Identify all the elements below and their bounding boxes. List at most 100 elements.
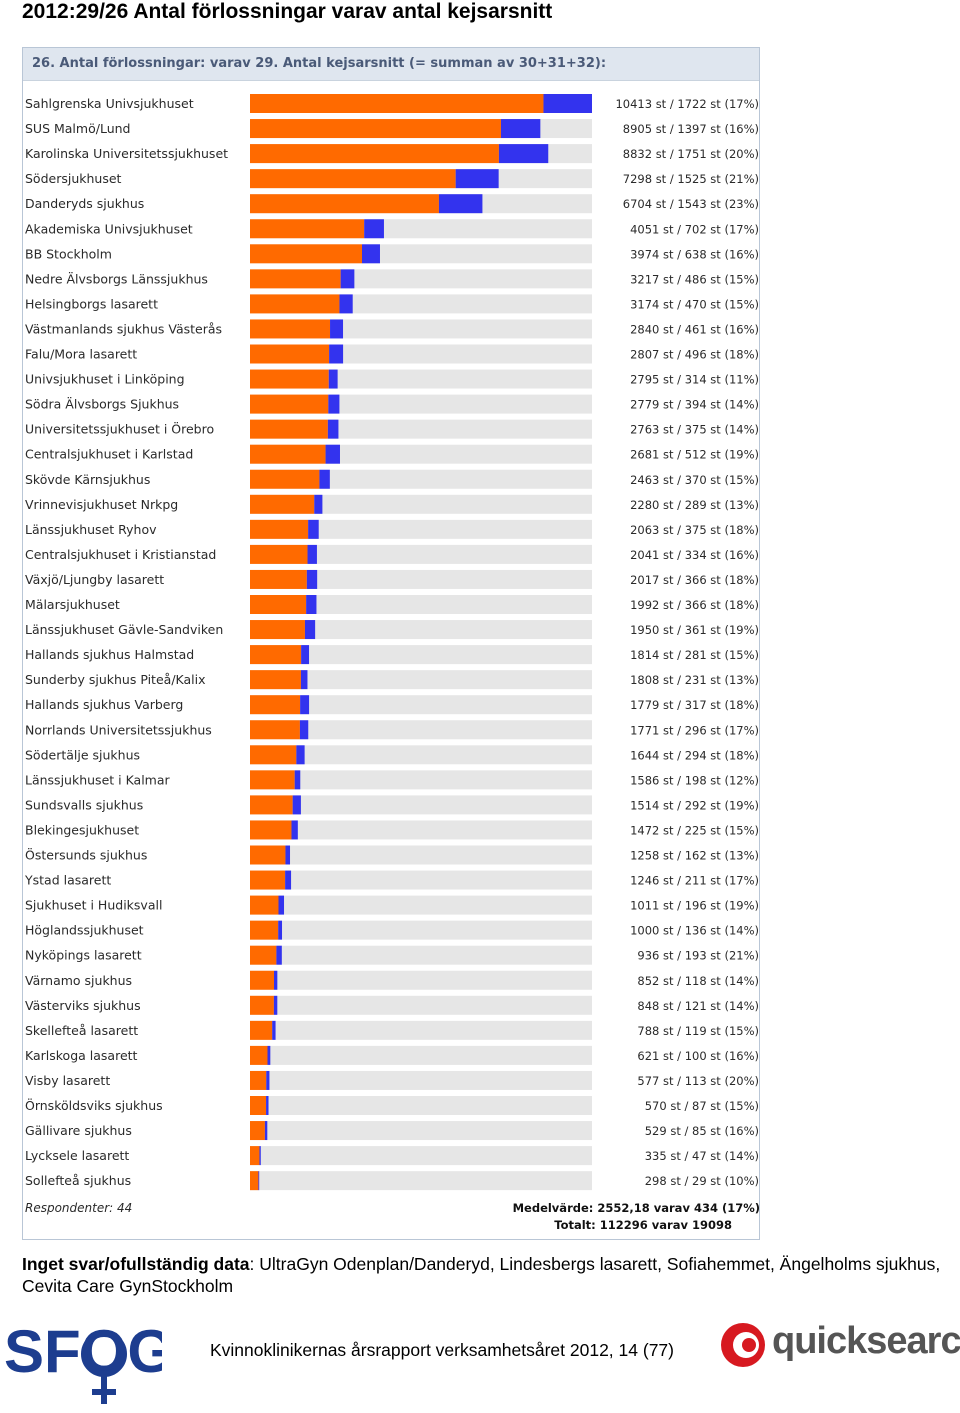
bar-cesareans <box>276 945 282 965</box>
bar-cesareans <box>266 1070 270 1090</box>
panel-header: 26. Antal förlossningar: varav 29. Antal… <box>23 48 759 81</box>
bar-births <box>250 294 340 314</box>
bar-births <box>250 419 328 439</box>
bar-births <box>250 1045 268 1065</box>
bar-births <box>250 945 277 965</box>
bar-births <box>250 645 302 665</box>
bar-births <box>250 444 326 464</box>
value-label: 1950 st / 361 st (19%) <box>630 623 759 637</box>
value-label: 848 st / 121 st (14%) <box>637 999 759 1013</box>
bar-track <box>250 494 592 514</box>
value-label: 1011 st / 196 st (19%) <box>630 899 759 913</box>
bar-births <box>250 469 320 489</box>
value-label: 3974 st / 638 st (16%) <box>630 247 759 261</box>
respondents-label: Respondenter: 44 <box>25 1201 132 1215</box>
bar-births <box>250 269 341 289</box>
hospital-label: Lycksele lasarett <box>25 1148 129 1163</box>
bar-cesareans <box>364 219 384 239</box>
missing-data-label: Inget svar/ofullständig data <box>22 1254 250 1274</box>
hospital-label: Länssjukhuset i Kalmar <box>25 772 171 787</box>
hospital-label: Södra Älvsborgs Sjukhus <box>25 397 179 412</box>
value-label: 1771 st / 296 st (17%) <box>630 723 759 737</box>
value-label: 1644 st / 294 st (18%) <box>630 748 759 762</box>
hospital-label: Helsingborgs lasarett <box>25 296 158 311</box>
value-label: 621 st / 100 st (16%) <box>637 1049 759 1063</box>
hospital-label: Skövde Kärnsjukhus <box>25 472 150 487</box>
bar-births <box>250 745 297 765</box>
value-label: 7298 st / 1525 st (21%) <box>623 172 759 186</box>
hospital-label: Sollefteå sjukhus <box>25 1173 131 1188</box>
bar-track <box>250 1045 592 1065</box>
bar-births <box>250 344 330 364</box>
sfog-logo: SFOG <box>4 1320 162 1404</box>
bar-cesareans <box>285 845 291 865</box>
bar-births <box>250 1020 273 1040</box>
bar-cesareans <box>361 244 380 264</box>
bar-cesareans <box>301 645 310 665</box>
hospital-label: Univsjukhuset i Linköping <box>25 372 185 387</box>
bar-cesareans <box>278 920 283 940</box>
bar-births <box>250 544 308 564</box>
bar-births <box>250 720 300 740</box>
bar-cesareans <box>300 695 310 715</box>
bar-track <box>250 770 592 790</box>
value-label: 2807 st / 496 st (18%) <box>630 348 759 362</box>
value-label: 2763 st / 375 st (14%) <box>630 423 759 437</box>
hospital-label: Ystad lasarett <box>24 873 111 888</box>
bar-track <box>250 1070 592 1090</box>
bar-cesareans <box>267 1045 271 1065</box>
value-label: 2063 st / 375 st (18%) <box>630 523 759 537</box>
value-label: 3174 st / 470 st (15%) <box>630 297 759 311</box>
bar-cesareans <box>319 469 330 489</box>
bar-cesareans <box>294 770 301 790</box>
hospital-label: Västmanlands sjukhus Västerås <box>25 321 222 336</box>
bar-cesareans <box>325 444 340 464</box>
quicksearch-swirl-icon <box>721 1323 765 1367</box>
bar-track <box>250 895 592 915</box>
bar-track <box>250 845 592 865</box>
value-label: 2017 st / 366 st (18%) <box>630 573 759 587</box>
hospital-label: Gällivare sjukhus <box>25 1123 132 1138</box>
value-label: 10413 st / 1722 st (17%) <box>615 97 759 111</box>
bar-track <box>250 870 592 890</box>
bar-track <box>250 469 592 489</box>
bar-births <box>250 970 275 990</box>
bar-cesareans <box>291 820 298 840</box>
value-label: 788 st / 119 st (15%) <box>637 1024 759 1038</box>
bar-track <box>250 670 592 690</box>
bar-births <box>250 1070 267 1090</box>
bar-cesareans <box>328 394 340 414</box>
bar-births <box>250 244 362 264</box>
bar-cesareans <box>308 519 319 539</box>
bar-births <box>250 845 286 865</box>
bar-births <box>250 394 329 414</box>
quicksearch-logo: quicksearch <box>716 1318 960 1372</box>
bar-births <box>250 494 315 514</box>
bar-births <box>250 595 307 614</box>
bar-births <box>250 194 439 214</box>
bar-track <box>250 995 592 1015</box>
bar-cesareans <box>306 569 318 589</box>
bar-track <box>250 544 592 564</box>
bar-cesareans <box>285 870 292 890</box>
hospital-label: Nedre Älvsborgs Länssjukhus <box>25 271 208 286</box>
missing-data-list: : UltraGyn Odenplan/Danderyd, Lindesberg… <box>22 1254 941 1296</box>
bar-track <box>250 970 592 990</box>
bar-births <box>250 870 286 890</box>
value-label: 1779 st / 317 st (18%) <box>630 698 759 712</box>
stacked-bar-chart: Sahlgrenska Univsjukhuset 10413 st / 1722… <box>24 94 759 1232</box>
bar-track <box>250 645 592 665</box>
hospital-label: Värnamo sjukhus <box>25 973 132 988</box>
bar-track <box>250 595 592 614</box>
bar-cesareans <box>543 94 592 113</box>
bar-births <box>250 1146 260 1166</box>
bar-track <box>250 920 592 940</box>
bar-cesareans <box>330 319 344 339</box>
value-label: 335 st / 47 st (14%) <box>645 1149 759 1163</box>
bar-births <box>250 620 305 640</box>
value-label: 1000 st / 136 st (14%) <box>630 924 759 938</box>
report-line: Kvinnokliniker­nas årsrapport verksamhet… <box>210 1340 674 1360</box>
quicksearch-logo-text: quicksearch <box>772 1320 960 1362</box>
bar-track <box>250 519 592 539</box>
hospital-label: BB Stockholm <box>25 246 112 261</box>
